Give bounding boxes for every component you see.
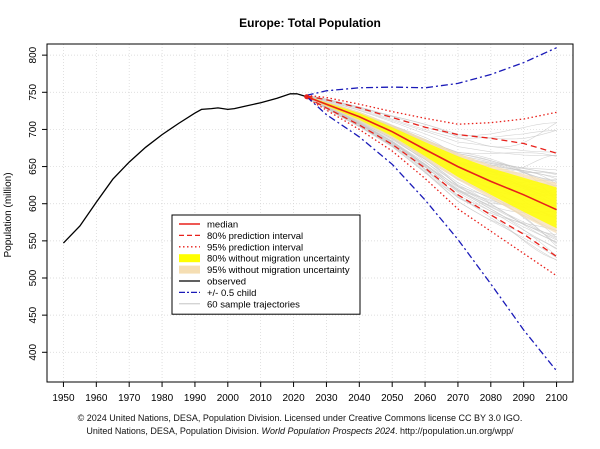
footer-line-2: United Nations, DESA, Population Divisio… [0, 426, 600, 436]
footer-url: . http://population.un.org/wpp/ [395, 426, 514, 436]
y-tick-label: 650 [28, 158, 39, 175]
legend-label: 95% without migration uncertainty [207, 265, 350, 276]
x-tick-label: 1980 [151, 393, 174, 404]
x-tick-label: 2070 [447, 393, 470, 404]
x-tick-label: 2010 [250, 393, 273, 404]
sample-trajectory [306, 95, 557, 137]
legend-label: 60 sample trajectories [207, 299, 300, 310]
band-80-without-migration [306, 96, 557, 229]
y-tick-label: 700 [28, 121, 39, 138]
x-tick-label: 2060 [414, 393, 437, 404]
x-tick-label: 1950 [52, 393, 75, 404]
current-year-marker [304, 94, 310, 100]
pi95-line [306, 94, 557, 125]
pi80-line [306, 96, 557, 258]
legend-label: 80% without migration uncertainty [207, 254, 350, 265]
plot-frame [46, 43, 574, 383]
y-tick-label: 400 [28, 344, 39, 361]
chart-title: Europe: Total Population [239, 16, 381, 30]
x-tick-label: 2000 [217, 393, 240, 404]
y-tick-label: 750 [28, 84, 39, 101]
x-tick-label: 2080 [480, 393, 503, 404]
legend-key-band-yellow [179, 254, 200, 263]
x-tick-label: 2040 [348, 393, 371, 404]
y-tick-label: 450 [28, 306, 39, 323]
x-tick-label: 1970 [118, 393, 141, 404]
pi80-line [306, 95, 557, 154]
x-tick-label: 2100 [545, 393, 568, 404]
x-tick-label: 2090 [513, 393, 536, 404]
x-tick-label: 1990 [184, 393, 207, 404]
sample-trajectory [306, 97, 557, 231]
x-tick-label: 2030 [315, 393, 338, 404]
sample-trajectory [306, 95, 557, 153]
legend-label: 95% prediction interval [207, 242, 303, 253]
legend-label: 80% prediction interval [207, 231, 303, 242]
legend-label: observed [207, 277, 246, 288]
legend-label: median [207, 220, 238, 231]
legend-label: +/- 0.5 child [207, 288, 256, 299]
observed-line [62, 93, 307, 244]
y-tick-label: 500 [28, 269, 39, 286]
y-tick-label: 600 [28, 195, 39, 212]
x-tick-label: 2050 [381, 393, 404, 404]
x-tick-label: 1960 [85, 393, 108, 404]
y-tick-label: 550 [28, 232, 39, 249]
footer-line-1: © 2024 United Nations, DESA, Population … [77, 413, 523, 423]
x-tick-label: 2020 [282, 393, 305, 404]
median-line [306, 95, 557, 211]
sample-trajectory [306, 97, 557, 260]
footer-publication-title: World Population Prospects 2024 [261, 426, 396, 436]
half-child-line [306, 96, 558, 372]
half-child-line [306, 47, 557, 96]
sample-trajectory [306, 95, 557, 156]
band-95-without-migration [306, 96, 557, 234]
legend-key-band-wheat [179, 265, 200, 274]
legend-box [171, 214, 361, 315]
footer-source: United Nations, DESA, Population Divisio… [86, 426, 259, 436]
y-tick-label: 800 [28, 46, 39, 63]
y-axis-label: Population (million) [3, 172, 14, 257]
plot-area: 1950 1960 1970 1980 1990 2000 2010 2020 2030 2040… [28, 43, 574, 404]
